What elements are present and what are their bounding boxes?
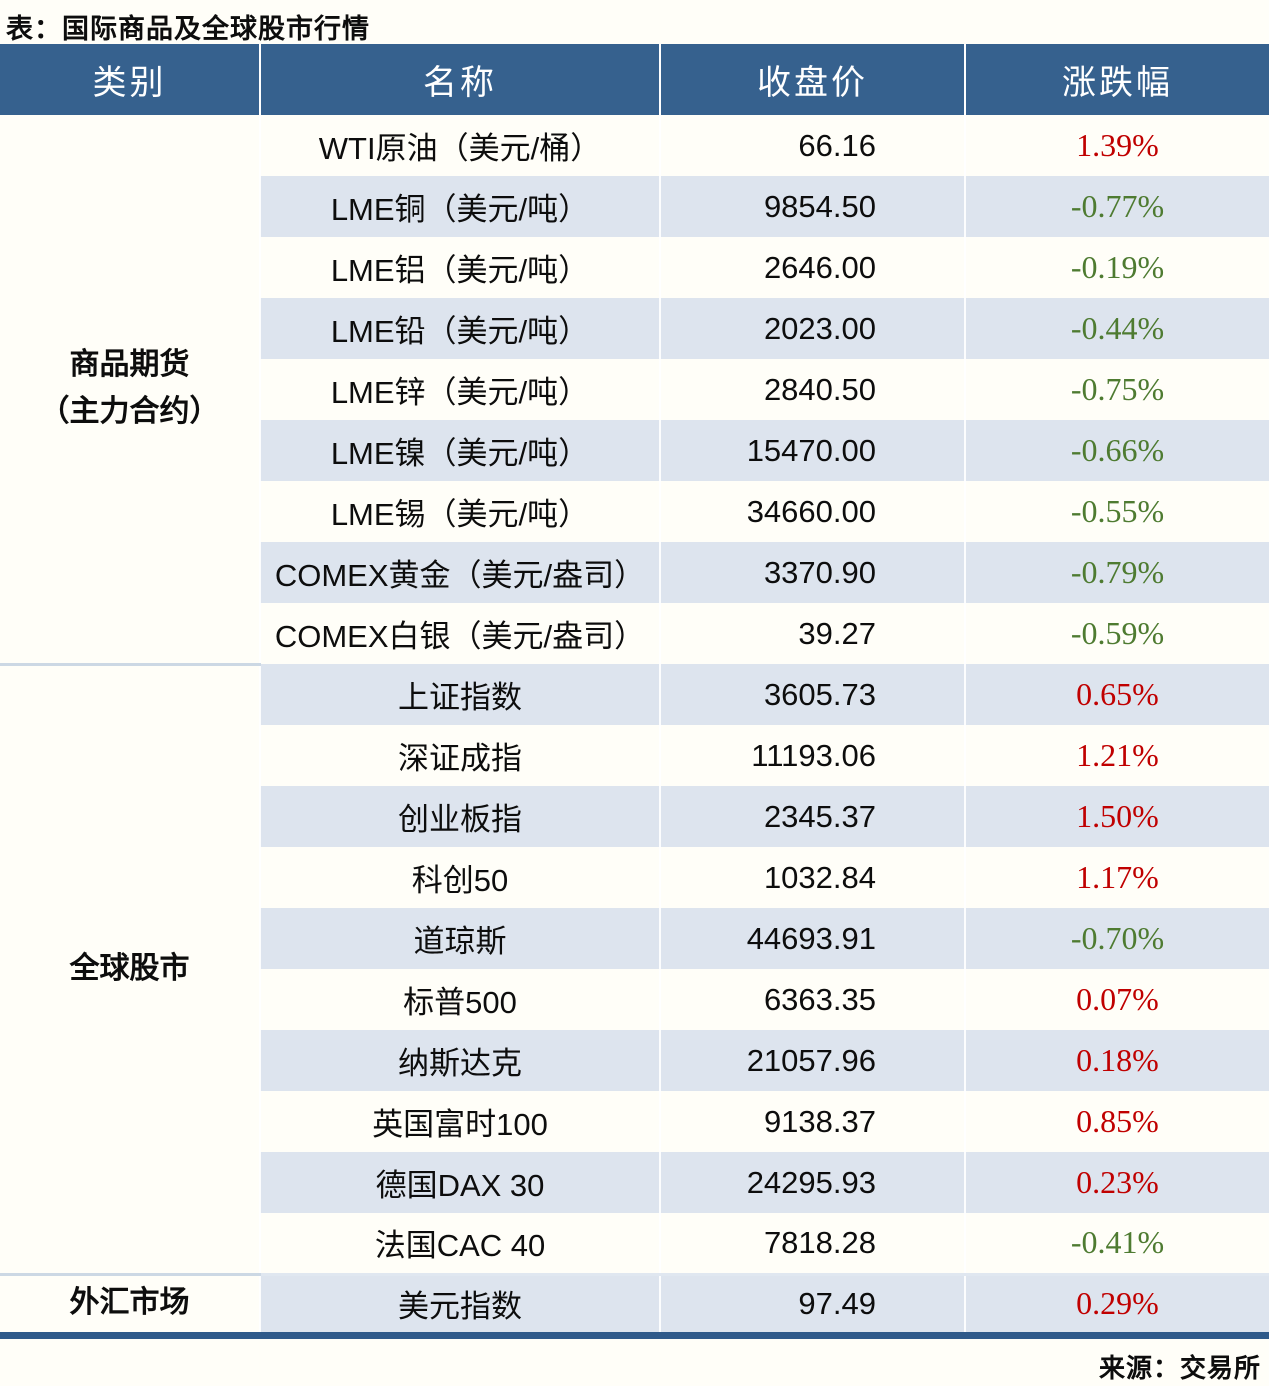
table-row: LME镍（美元/吨） 15470.00 -0.66% <box>0 420 1269 481</box>
category-label: （主力合约） <box>39 394 220 428</box>
close-price-cell: 21057.96 <box>659 1030 965 1091</box>
change-percent-cell: 1.50% <box>964 786 1269 847</box>
table-row: LME铜（美元/吨） 9854.50 -0.77% <box>0 176 1269 237</box>
change-percent-cell: -0.70% <box>964 908 1269 969</box>
instrument-name-cell: 纳斯达克 <box>259 1030 660 1091</box>
change-percent-cell: -0.77% <box>964 176 1269 237</box>
instrument-name-cell: LME锌（美元/吨） <box>259 359 660 420</box>
instrument-name-cell: 科创50 <box>259 847 660 908</box>
change-percent-cell: 0.29% <box>964 1272 1269 1335</box>
table-row: LME锌（美元/吨） 2840.50 -0.75% <box>0 359 1269 420</box>
close-price-cell: 97.49 <box>659 1272 965 1335</box>
instrument-name-cell: 法国CAC 40 <box>259 1213 660 1274</box>
category-label: 商品期货 <box>69 348 190 382</box>
instrument-name-cell: LME铜（美元/吨） <box>259 176 660 237</box>
instrument-name-cell: COMEX白银（美元/盎司） <box>259 603 660 664</box>
col-header-change: 涨跌幅 <box>964 44 1269 115</box>
table-body: 商品期货 （主力合约） WTI原油（美元/桶） 66.16 1.39% LME铜（美元/吨… <box>0 115 1269 1335</box>
category-cell: 全球股市 <box>0 662 260 1274</box>
instrument-name-cell: 道琼斯 <box>259 908 660 969</box>
change-percent-cell: -0.79% <box>964 542 1269 603</box>
table-row: 外汇市场 美元指数 97.49 0.29% <box>0 1272 1269 1335</box>
close-price-cell: 24295.93 <box>659 1152 965 1213</box>
table-row: 科创50 1032.84 1.17% <box>0 847 1269 908</box>
close-price-cell: 3370.90 <box>659 542 965 603</box>
close-price-cell: 44693.91 <box>659 908 965 969</box>
category-label: 外汇市场 <box>69 1286 190 1320</box>
change-percent-cell: -0.19% <box>964 237 1269 298</box>
change-percent-cell: -0.66% <box>964 420 1269 481</box>
instrument-name-cell: COMEX黄金（美元/盎司） <box>259 542 660 603</box>
close-price-cell: 1032.84 <box>659 847 965 908</box>
instrument-name-cell: 标普500 <box>259 969 660 1030</box>
table-row: COMEX黄金（美元/盎司） 3370.90 -0.79% <box>0 542 1269 603</box>
col-header-name: 名称 <box>259 44 660 115</box>
header-row: 类别 名称 收盘价 涨跌幅 <box>0 44 1269 115</box>
close-price-cell: 66.16 <box>659 115 965 176</box>
table-row: COMEX白银（美元/盎司） 39.27 -0.59% <box>0 603 1269 664</box>
close-price-cell: 2840.50 <box>659 359 965 420</box>
close-price-cell: 3605.73 <box>659 664 965 725</box>
change-percent-cell: -0.75% <box>964 359 1269 420</box>
close-price-cell: 9854.50 <box>659 176 965 237</box>
close-price-cell: 9138.37 <box>659 1091 965 1152</box>
category-cell: 商品期货 （主力合约） <box>0 115 260 664</box>
change-percent-cell: 1.17% <box>964 847 1269 908</box>
col-header-category: 类别 <box>0 44 260 115</box>
source-note: 来源：交易所 <box>1098 1352 1261 1383</box>
table-row: 创业板指 2345.37 1.50% <box>0 786 1269 847</box>
category-label: 全球股市 <box>69 951 190 985</box>
close-price-cell: 15470.00 <box>659 420 965 481</box>
change-percent-cell: -0.44% <box>964 298 1269 359</box>
change-percent-cell: 0.65% <box>964 664 1269 725</box>
table-header: 类别 名称 收盘价 涨跌幅 <box>0 44 1269 115</box>
table-row: LME铝（美元/吨） 2646.00 -0.19% <box>0 237 1269 298</box>
table-row: 英国富时100 9138.37 0.85% <box>0 1091 1269 1152</box>
close-price-cell: 2023.00 <box>659 298 965 359</box>
table-row: LME锡（美元/吨） 34660.00 -0.55% <box>0 481 1269 542</box>
change-percent-cell: -0.55% <box>964 481 1269 542</box>
close-price-cell: 2646.00 <box>659 237 965 298</box>
instrument-name-cell: LME镍（美元/吨） <box>259 420 660 481</box>
change-percent-cell: 0.07% <box>964 969 1269 1030</box>
table-row: 标普500 6363.35 0.07% <box>0 969 1269 1030</box>
table-row: 德国DAX 30 24295.93 0.23% <box>0 1152 1269 1213</box>
close-price-cell: 2345.37 <box>659 786 965 847</box>
close-price-cell: 39.27 <box>659 603 965 664</box>
table-row: 道琼斯 44693.91 -0.70% <box>0 908 1269 969</box>
col-header-close: 收盘价 <box>659 44 965 115</box>
instrument-name-cell: WTI原油（美元/桶） <box>259 115 660 176</box>
instrument-name-cell: 创业板指 <box>259 786 660 847</box>
close-price-cell: 11193.06 <box>659 725 965 786</box>
page-title: 表：国际商品及全球股市行情 <box>6 14 370 44</box>
change-percent-cell: 1.39% <box>964 115 1269 176</box>
instrument-name-cell: 美元指数 <box>259 1272 660 1335</box>
instrument-name-cell: 上证指数 <box>259 664 660 725</box>
instrument-name-cell: LME铅（美元/吨） <box>259 298 660 359</box>
table-row: 商品期货 （主力合约） WTI原油（美元/桶） 66.16 1.39% <box>0 115 1269 664</box>
close-price-cell: 34660.00 <box>659 481 965 542</box>
table-row: 纳斯达克 21057.96 0.18% <box>0 1030 1269 1091</box>
category-cell: 外汇市场 <box>0 1272 260 1335</box>
change-percent-cell: -0.59% <box>964 603 1269 664</box>
change-percent-cell: 0.23% <box>964 1152 1269 1213</box>
market-table: 类别 名称 收盘价 涨跌幅 商品期货 （主力合约） WTI原油（美元/桶） 66.16… <box>0 44 1269 1339</box>
instrument-name-cell: LME铝（美元/吨） <box>259 237 660 298</box>
close-price-cell: 6363.35 <box>659 969 965 1030</box>
close-price-cell: 7818.28 <box>659 1213 965 1274</box>
change-percent-cell: 0.18% <box>964 1030 1269 1091</box>
change-percent-cell: 0.85% <box>964 1091 1269 1152</box>
instrument-name-cell: LME锡（美元/吨） <box>259 481 660 542</box>
instrument-name-cell: 英国富时100 <box>259 1091 660 1152</box>
instrument-name-cell: 深证成指 <box>259 725 660 786</box>
table-row: 法国CAC 40 7818.28 -0.41% <box>0 1213 1269 1274</box>
change-percent-cell: 1.21% <box>964 725 1269 786</box>
table-row: 深证成指 11193.06 1.21% <box>0 725 1269 786</box>
table-row: LME铅（美元/吨） 2023.00 -0.44% <box>0 298 1269 359</box>
instrument-name-cell: 德国DAX 30 <box>259 1152 660 1213</box>
change-percent-cell: -0.41% <box>964 1213 1269 1274</box>
table-row: 全球股市 上证指数 3605.73 0.65% <box>0 662 1269 1274</box>
